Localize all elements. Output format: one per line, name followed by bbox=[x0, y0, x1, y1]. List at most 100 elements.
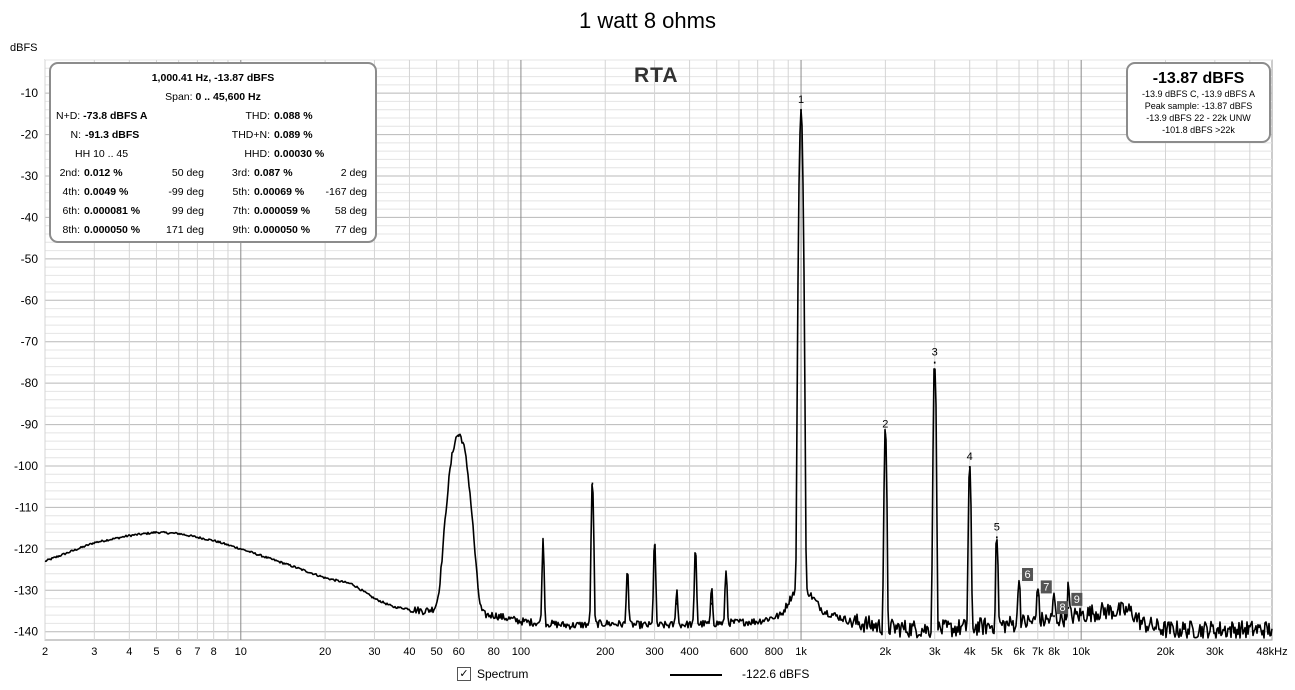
y-tick-label: -30 bbox=[21, 169, 39, 183]
harmonic-label: 8th: bbox=[62, 224, 80, 236]
x-tick-label: 60 bbox=[453, 646, 465, 658]
x-tick-label: 4 bbox=[126, 646, 132, 658]
mode-label: RTA bbox=[634, 64, 679, 87]
hhd-label: HHD: bbox=[244, 148, 270, 160]
harmonic-label-box bbox=[1057, 601, 1069, 615]
n-value: -91.3 dBFS bbox=[85, 129, 140, 141]
harmonic-label: 2nd: bbox=[59, 167, 80, 179]
x-tick-label: 100 bbox=[512, 646, 530, 658]
harmonic-label: 1 bbox=[798, 94, 804, 106]
harmonic-value: 0.087 % bbox=[254, 167, 293, 179]
legend-line-swatch bbox=[670, 674, 722, 676]
harmonic-label-box bbox=[1071, 592, 1083, 606]
harmonic-label: 7 bbox=[1043, 581, 1049, 593]
x-tick-label: 6 bbox=[176, 646, 182, 658]
x-tick-label: 8k bbox=[1048, 646, 1060, 658]
x-tick-label: 5k bbox=[991, 646, 1003, 658]
harmonic-phase: -167 deg bbox=[325, 186, 367, 198]
x-tick-label: 5 bbox=[153, 646, 159, 658]
x-tick-label: 7 bbox=[194, 646, 200, 658]
x-tick-label: 50 bbox=[430, 646, 442, 658]
harmonic-label: 4 bbox=[967, 451, 973, 463]
y-tick-label: -100 bbox=[14, 459, 38, 473]
y-tick-label: -50 bbox=[21, 252, 39, 266]
x-tick-label: 20 bbox=[319, 646, 331, 658]
level-main: -13.87 dBFS bbox=[1152, 70, 1245, 87]
level-line-3: -13.9 dBFS 22 - 22k UNW bbox=[1146, 113, 1251, 123]
y-tick-label: -130 bbox=[14, 583, 38, 597]
level-line-4: -101.8 dBFS >22k bbox=[1162, 125, 1235, 135]
harmonic-label-box bbox=[1022, 568, 1034, 581]
harmonic-label: 3rd: bbox=[231, 167, 250, 179]
hh-label: HH 10 .. 45 bbox=[75, 148, 129, 160]
x-tick-label: 8 bbox=[211, 646, 217, 658]
info-span: Span: 0 .. 45,600 Hz bbox=[51, 91, 375, 103]
spectrum-checkbox[interactable]: ✓ bbox=[457, 667, 471, 681]
thdn-label: THD+N: bbox=[231, 129, 270, 141]
harmonic-value: 0.000050 % bbox=[84, 224, 141, 236]
harmonic-label: 7th: bbox=[232, 205, 250, 217]
x-tick-label: 10k bbox=[1072, 646, 1090, 658]
level-line-1: -13.9 dBFS C, -13.9 dBFS A bbox=[1141, 89, 1256, 99]
x-tick-label: 400 bbox=[680, 646, 698, 658]
nd-label: N+D: bbox=[56, 110, 81, 122]
harmonic-label: 6 bbox=[1024, 569, 1030, 581]
measurement-info-panel: 1,000.41 Hz, -13.87 dBFS Span: 0 .. 45,6… bbox=[49, 62, 377, 243]
spectrum-series-line bbox=[44, 108, 1273, 639]
harmonic-label: 4th: bbox=[62, 186, 80, 198]
x-tick-label: 2 bbox=[42, 646, 48, 658]
harmonic-label: 9th: bbox=[232, 224, 250, 236]
x-tick-label: 4k bbox=[964, 646, 976, 658]
x-tick-label: 80 bbox=[488, 646, 500, 658]
legend-value: -122.6 dBFS bbox=[742, 667, 810, 681]
span-value: 0 .. 45,600 Hz bbox=[195, 91, 261, 103]
harmonic-phase: 50 deg bbox=[171, 167, 204, 179]
harmonic-label: 8 bbox=[1059, 602, 1065, 614]
hhd-value: 0.00030 % bbox=[274, 148, 325, 160]
y-tick-label: -40 bbox=[21, 210, 39, 224]
x-tick-label: 30k bbox=[1206, 646, 1224, 658]
x-tick-label: 40 bbox=[403, 646, 415, 658]
harmonic-value: 0.000050 % bbox=[254, 224, 311, 236]
harmonic-value: 0.00069 % bbox=[254, 186, 305, 198]
harmonic-phase: 2 deg bbox=[340, 167, 367, 179]
y-tick-label: -70 bbox=[21, 335, 39, 349]
x-tick-label: 200 bbox=[596, 646, 614, 658]
x-tick-label: 300 bbox=[645, 646, 663, 658]
level-line-2: Peak sample: -13.87 dBFS bbox=[1144, 101, 1253, 111]
harmonic-label: 2 bbox=[882, 419, 888, 431]
x-tick-label: 800 bbox=[765, 646, 783, 658]
thd-value: 0.088 % bbox=[274, 110, 313, 122]
harmonic-label: 9 bbox=[1074, 594, 1080, 606]
y-axis-label: dBFS bbox=[10, 42, 38, 54]
nd-row: N+D: -73.8 dBFS A bbox=[56, 110, 148, 122]
y-tick-label: -80 bbox=[21, 376, 39, 390]
y-tick-label: -120 bbox=[14, 542, 38, 556]
chart-title: 1 watt 8 ohms bbox=[579, 8, 716, 33]
level-readout-panel: -13.87 dBFS -13.9 dBFS C, -13.9 dBFS A P… bbox=[1126, 62, 1271, 143]
x-tick-label: 6k bbox=[1013, 646, 1025, 658]
x-tick-label: 1k bbox=[795, 646, 807, 658]
y-tick-label: -20 bbox=[21, 128, 39, 142]
harmonic-phase: -99 deg bbox=[168, 186, 204, 198]
x-tick-label: 600 bbox=[730, 646, 748, 658]
x-tick-label: 3k bbox=[929, 646, 941, 658]
harmonic-label: 5 bbox=[994, 521, 1000, 533]
harmonic-phase: 171 deg bbox=[166, 224, 204, 236]
y-tick-label: -90 bbox=[21, 418, 39, 432]
x-tick-label: 48kHz bbox=[1256, 646, 1287, 658]
legend-label[interactable]: Spectrum bbox=[477, 667, 529, 681]
harmonic-value: 0.000081 % bbox=[84, 205, 141, 217]
info-header: 1,000.41 Hz, -13.87 dBFS bbox=[151, 72, 275, 84]
harmonic-label-box bbox=[1040, 580, 1052, 594]
x-tick-label: 10 bbox=[235, 646, 247, 658]
harmonic-label: 3 bbox=[932, 347, 938, 359]
thd-label: THD: bbox=[245, 110, 271, 122]
span-label: Span: bbox=[165, 91, 193, 103]
harmonic-value: 0.000059 % bbox=[254, 205, 311, 217]
harmonic-value: 0.0049 % bbox=[84, 186, 129, 198]
harmonic-label: 5th: bbox=[232, 186, 250, 198]
x-tick-label: 2k bbox=[880, 646, 892, 658]
nd-value: -73.8 dBFS A bbox=[83, 110, 148, 122]
